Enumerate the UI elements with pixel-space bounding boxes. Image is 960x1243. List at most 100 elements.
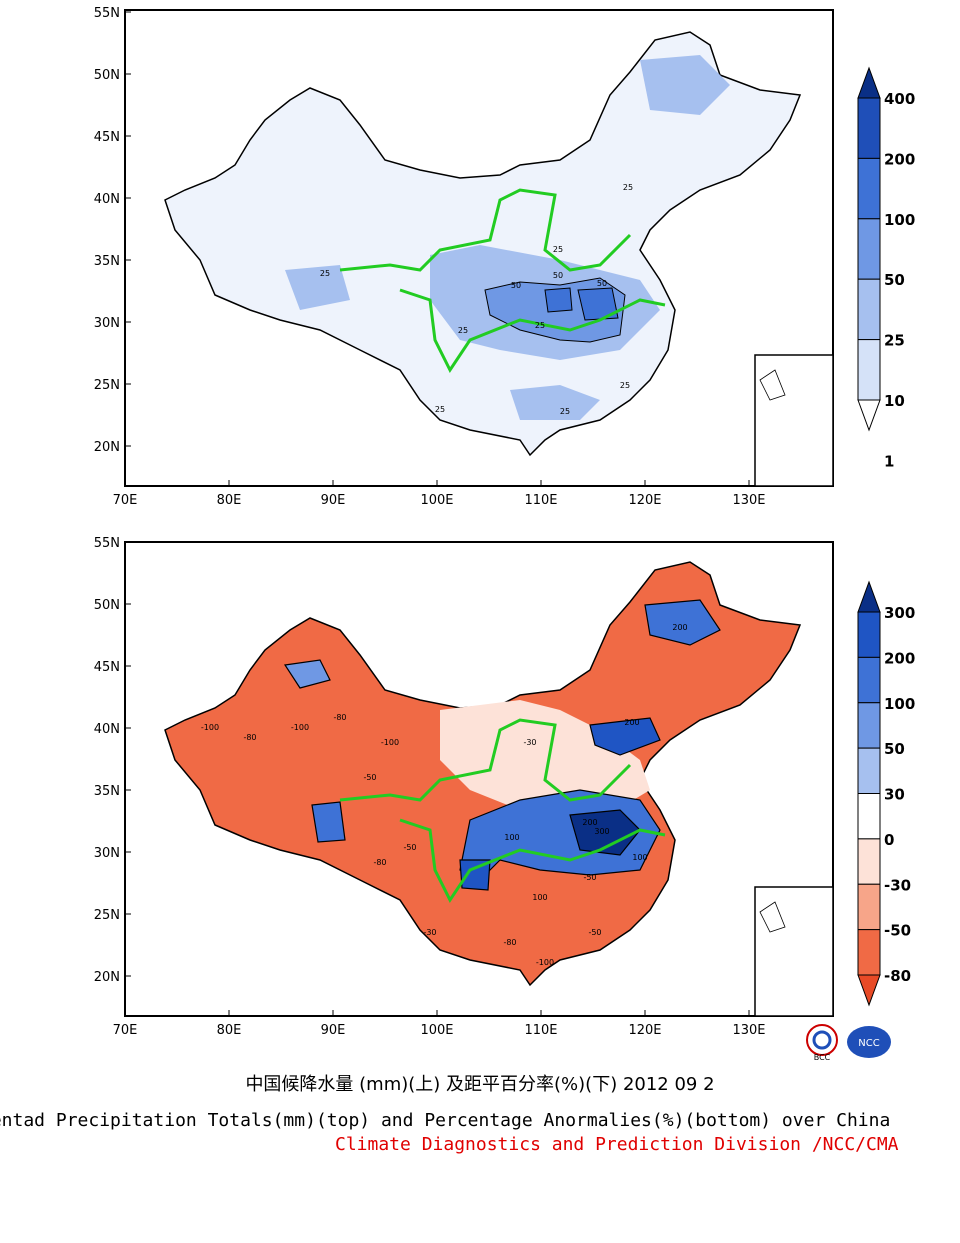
lat-tick-label: 25N: [94, 908, 120, 923]
contour-label: 300: [594, 827, 609, 836]
anomaly-positive-north: [589, 717, 661, 756]
contour-label: 25: [458, 326, 468, 335]
colorbar-swatch: [857, 218, 881, 280]
colorbar-bottom-arrow: [857, 974, 881, 1007]
contour-labels: 25 25 25 25 25 25 50 50 50 25 25: [320, 183, 633, 416]
colorbar-label: 50: [884, 740, 905, 758]
colorbar-label: 100: [884, 211, 915, 229]
caption-division: Climate Diagnostics and Prediction Divis…: [335, 1134, 899, 1155]
lat-tick-label: 35N: [94, 254, 120, 269]
yangtze-river: [399, 818, 666, 903]
lat-tick-label: 40N: [94, 722, 120, 737]
contour-label: 25: [553, 245, 563, 254]
colorbar-bottom-arrow: [857, 399, 881, 432]
contour-label: 50: [597, 279, 607, 288]
inset-coastline: [759, 901, 786, 933]
contour-label: 100: [632, 853, 647, 862]
colorbar-label: 400: [884, 90, 915, 108]
yellow-river: [339, 718, 632, 802]
lat-tick-label: 30N: [94, 316, 120, 331]
colorbar-swatch: [857, 838, 881, 885]
lon-tick-label: 120E: [628, 1023, 661, 1038]
colorbar-label: 10: [884, 392, 905, 410]
contour-label: 200: [582, 818, 597, 827]
contour-label: 25: [435, 405, 445, 414]
china-outline: [164, 31, 802, 457]
precip-totals-map: 25 25 25 25 25 25 50 50 50 25 25 55N 50N 45N 40N 35N 30…: [94, 6, 916, 508]
colorbar-label: 30: [884, 786, 905, 804]
colorbar-label: 200: [884, 649, 915, 667]
precip-colorbar: 400 200 100 50 25 10 1: [857, 66, 915, 470]
colorbar-swatch: [857, 278, 881, 341]
lat-tick-label: 35N: [94, 784, 120, 799]
lat-tick-label: 25N: [94, 378, 120, 393]
anomaly-positive-nw: [283, 659, 331, 689]
contour-labels: -100-80-100-80-100-50100200300100200-50-…: [201, 623, 688, 967]
caption-chinese: 中国候降水量 (mm)(上) 及距平百分率(%)(下) 2012 09 2: [245, 1074, 715, 1095]
colorbar-label: 0: [884, 831, 894, 849]
lon-tick-label: 110E: [524, 493, 557, 508]
colorbar-label: 1: [884, 452, 894, 470]
latitude-axis: 55N 50N 45N 40N 35N 30N 25N 20N: [94, 6, 131, 455]
lat-tick-label: 50N: [94, 68, 120, 83]
anomaly-positive-core: [569, 809, 641, 856]
colorbar-top-arrow: [857, 580, 881, 613]
caption-english: Pentad Precipitation Totals(mm)(top) and…: [0, 1110, 891, 1131]
lon-tick-label: 100E: [420, 493, 453, 508]
contour-label: 25: [560, 407, 570, 416]
precip-totals-map-panel: 25 25 25 25 25 25 50 50 50 25 25 55N 50N 45N 40N 35N 30…: [0, 0, 960, 520]
contour-label: -100: [536, 958, 554, 967]
colorbar-label: 200: [884, 150, 915, 168]
anomaly-positive-ne: [644, 599, 721, 646]
colorbar-label: -80: [884, 967, 911, 985]
yellow-river: [339, 188, 632, 272]
colorbar-swatch: [857, 157, 881, 220]
lat-tick-label: 50N: [94, 598, 120, 613]
colorbar-label: 25: [884, 332, 905, 350]
colorbar-swatch: [857, 883, 881, 931]
contour-label: -50: [403, 843, 416, 852]
contour-label: -80: [333, 713, 346, 722]
lon-tick-label: 80E: [217, 1023, 242, 1038]
lon-tick-label: 90E: [321, 1023, 346, 1038]
longitude-axis: 70E 80E 90E 100E 110E 120E 130E: [113, 480, 766, 508]
lat-tick-label: 55N: [94, 6, 120, 21]
lon-tick-label: 130E: [732, 493, 765, 508]
rain-area-50mm: [544, 287, 573, 313]
colorbar-swatch: [857, 702, 881, 749]
contour-label: 25: [623, 183, 633, 192]
lat-tick-label: 30N: [94, 846, 120, 861]
rain-area-10mm-ne: [640, 55, 730, 115]
contour-label: -100: [291, 723, 309, 732]
lon-tick-label: 120E: [628, 493, 661, 508]
bcc-logo: BCC: [802, 1022, 842, 1062]
lon-tick-label: 110E: [524, 1023, 557, 1038]
colorbar-label: 300: [884, 604, 915, 622]
contour-label: -100: [381, 738, 399, 747]
anomaly-positive-sw: [459, 859, 491, 891]
lat-tick-label: 40N: [94, 192, 120, 207]
colorbar-swatch: [857, 747, 881, 794]
lon-tick-label: 70E: [113, 493, 138, 508]
lon-tick-label: 80E: [217, 493, 242, 508]
lat-tick-label: 45N: [94, 660, 120, 675]
colorbar-swatch: [857, 793, 881, 840]
contour-label: -80: [243, 733, 256, 742]
contour-label: -30: [523, 738, 536, 747]
bcc-logo-text: BCC: [814, 1053, 831, 1062]
contour-label: 200: [624, 718, 639, 727]
contour-label: 25: [320, 269, 330, 278]
colorbar-label: 100: [884, 695, 915, 713]
contour-label: -80: [373, 858, 386, 867]
colorbar-swatch: [857, 929, 881, 976]
contour-label: 25: [535, 321, 545, 330]
colorbar-label: 50: [884, 271, 905, 289]
contour-label: 25: [620, 381, 630, 390]
ncc-logo: NCC: [845, 1022, 891, 1062]
precip-anomaly-map: -100-80-100-80-100-50100200300100200-50-…: [94, 536, 916, 1038]
rain-area-50mm-2: [577, 287, 619, 321]
latitude-axis: 55N 50N 45N 40N 35N 30N 25N 20N: [94, 536, 131, 985]
lon-tick-label: 70E: [113, 1023, 138, 1038]
lat-tick-label: 45N: [94, 130, 120, 145]
